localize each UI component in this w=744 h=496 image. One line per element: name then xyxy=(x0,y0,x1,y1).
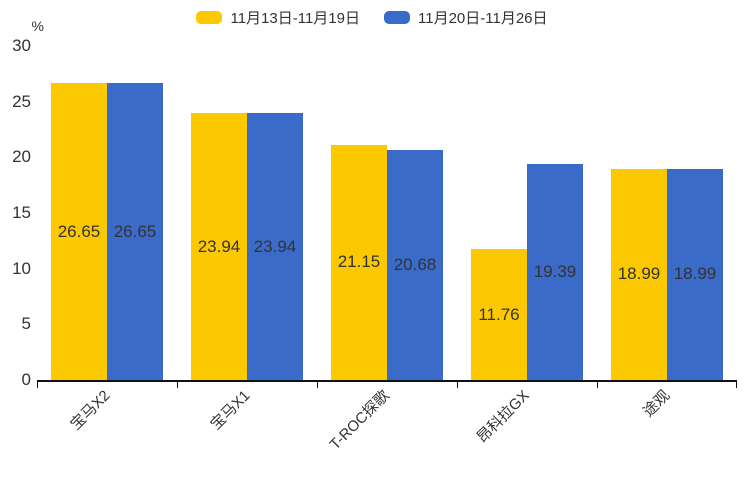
y-tick-label: 20 xyxy=(12,147,31,167)
bar-series-1-昂科拉GX: 11.76 xyxy=(471,249,527,380)
bar-series-1-宝马X2: 26.65 xyxy=(51,83,107,380)
bar-value-label: 21.15 xyxy=(337,252,381,272)
bar-value-label: 18.99 xyxy=(617,264,661,284)
y-axis-unit-label: % xyxy=(31,18,44,34)
bar-value-label: 18.99 xyxy=(673,264,717,284)
x-axis-tick xyxy=(597,380,598,388)
legend-item-series-2[interactable]: 11月20日-11月26日 xyxy=(384,7,548,28)
bar-series-1-宝马X1: 23.94 xyxy=(191,113,247,380)
bar-value-label: 26.65 xyxy=(57,221,101,241)
x-category-label-途观: 途观 xyxy=(639,387,674,421)
bar-group-宝马X2: 26.65 26.65 xyxy=(37,46,177,380)
bar-value-label: 23.94 xyxy=(253,236,297,256)
bar-series-1-途观: 18.99 xyxy=(611,168,667,380)
x-axis-tick xyxy=(37,380,38,388)
bar-series-2-途观: 18.99 xyxy=(667,168,723,380)
y-tick-label: 0 xyxy=(21,370,31,389)
y-tick-label: 25 xyxy=(12,91,31,111)
x-category-label-昂科拉GX: 昂科拉GX xyxy=(473,387,534,447)
bar-value-label: 19.39 xyxy=(533,262,577,282)
bar-value-label: 11.76 xyxy=(478,304,520,324)
legend-item-label: 11月20日-11月26日 xyxy=(418,9,548,27)
bar-series-2-宝马X1: 23.94 xyxy=(247,113,303,380)
legend: 11月13日-11月19日 11月20日-11月26日 xyxy=(0,7,744,27)
x-category-label-宝马X2: 宝马X2 xyxy=(66,387,114,434)
y-tick-label: 30 xyxy=(12,36,31,55)
legend-item-label: 11月13日-11月19日 xyxy=(230,9,360,27)
bar-series-2-T-ROC探歌: 20.68 xyxy=(387,149,443,380)
legend-swatch-icon xyxy=(384,10,410,24)
bar-series-2-宝马X2: 26.65 xyxy=(107,83,163,380)
x-category-label-T-ROC探歌: T-ROC探歌 xyxy=(326,387,394,454)
bar-series-1-T-ROC探歌: 21.15 xyxy=(331,144,387,380)
bar-value-label: 23.94 xyxy=(197,236,241,256)
x-axis-tick xyxy=(736,380,737,388)
y-tick-label: 5 xyxy=(21,314,31,334)
plot-area: 26.65 26.65 23.94 23.94 21.15 20.68 11.76 19.39… xyxy=(37,46,737,388)
bar-group-昂科拉GX: 11.76 19.39 xyxy=(457,46,597,380)
x-category-label-宝马X1: 宝马X1 xyxy=(206,387,254,434)
legend-swatch-icon xyxy=(196,10,223,24)
x-axis-tick xyxy=(317,380,318,388)
bar-value-label: 26.65 xyxy=(113,221,157,241)
bar-group-宝马X1: 23.94 23.94 xyxy=(177,46,317,380)
legend-item-series-1[interactable]: 11月13日-11月19日 xyxy=(196,7,360,28)
y-tick-label: 15 xyxy=(12,203,31,222)
bar-value-label: 20.68 xyxy=(393,254,437,274)
y-tick-label: 10 xyxy=(12,258,31,278)
bar-group-T-ROC探歌: 21.15 20.68 xyxy=(317,46,457,380)
bar-group-途观: 18.99 18.99 xyxy=(597,46,737,380)
bar-series-2-昂科拉GX: 19.39 xyxy=(527,164,583,380)
x-axis-tick xyxy=(177,380,178,388)
x-axis-tick xyxy=(457,380,458,388)
